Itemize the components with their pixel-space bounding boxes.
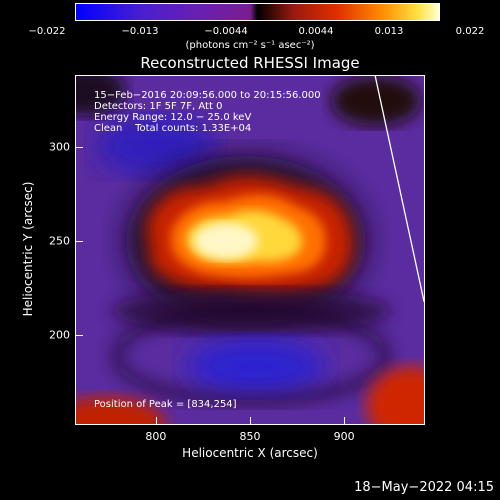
colorbar-tick-label: 0.013 xyxy=(374,26,404,37)
x-tick-label: 850 xyxy=(239,430,261,443)
y-axis-label: Heliocentric Y (arcsec) xyxy=(21,181,35,317)
heatmap-image xyxy=(76,76,424,424)
y-tick-mark xyxy=(75,146,83,148)
time-range-label: 15−Feb−2016 20:09:56.000 to 20:15:56.000 xyxy=(94,90,321,101)
x-tick-label: 800 xyxy=(145,430,167,443)
solar-limb-line xyxy=(374,76,424,302)
colorbar-tick-label: −0.013 xyxy=(121,26,159,37)
x-tick-mark xyxy=(344,417,346,425)
colorbar-tick-label: −0.0044 xyxy=(204,26,248,37)
plot-area: 15−Feb−2016 20:09:56.000 to 20:15:56.000… xyxy=(75,75,425,425)
detectors-label: Detectors: 1F 5F 7F, Att 0 xyxy=(94,101,223,112)
y-tick-label: 300 xyxy=(49,140,70,153)
x-tick-mark xyxy=(250,417,251,425)
colorbar-tick-label: 0.022 xyxy=(455,26,485,37)
colorbar xyxy=(75,3,440,21)
x-axis-label: Heliocentric X (arcsec) xyxy=(182,446,318,460)
peak-position-label: Position of Peak = [834,254] xyxy=(94,399,237,410)
energy-range-label: Energy Range: 12.0 − 25.0 keV xyxy=(94,112,252,123)
clean-counts-label: Clean Total counts: 1.33E+04 xyxy=(94,123,252,134)
x-tick-mark xyxy=(155,417,157,425)
footer-date: 18−May−2022 04:15 xyxy=(354,480,494,495)
y-tick-mark xyxy=(75,334,83,336)
colorbar-tick-label: −0.022 xyxy=(28,26,66,37)
x-tick-label: 900 xyxy=(333,430,355,443)
y-tick-mark xyxy=(75,240,83,242)
colorbar-tick-label: 0.0044 xyxy=(298,26,334,37)
colorbar-units: (photons cm⁻² s⁻¹ asec⁻²) xyxy=(185,40,315,51)
y-tick-label: 250 xyxy=(49,234,70,248)
chart-title: Reconstructed RHESSI Image xyxy=(140,54,360,72)
y-tick-label: 200 xyxy=(49,328,70,342)
